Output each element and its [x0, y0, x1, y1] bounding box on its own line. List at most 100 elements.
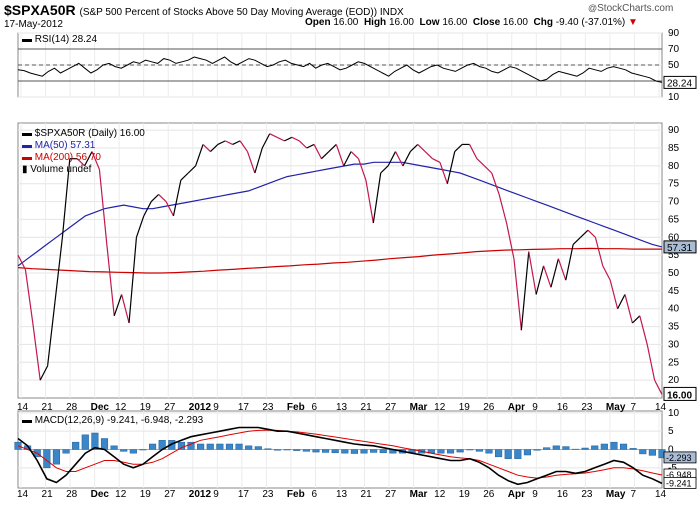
y-tick-label: 80 — [668, 161, 680, 172]
price-segment — [646, 344, 656, 381]
price-segment — [535, 265, 545, 295]
price-segment — [380, 165, 389, 174]
price-segment — [172, 180, 182, 216]
macd-histogram-bar — [591, 445, 599, 450]
x-tick-label: 21 — [42, 489, 54, 500]
x-tick-label: 14 — [17, 489, 29, 500]
chart-subtitle: (S&P 500 Percent of Stocks Above 50 Day … — [79, 7, 404, 18]
macd-histogram-bar — [562, 446, 570, 450]
price-segment — [594, 237, 604, 267]
price-segment — [328, 143, 337, 153]
macd-histogram-bar — [495, 449, 503, 458]
price-segment — [261, 133, 271, 149]
y-tick-label: 65 — [668, 214, 680, 225]
price-segment — [520, 251, 530, 331]
macd-histogram-bar — [379, 449, 387, 454]
x-tick-label: Feb — [287, 402, 305, 413]
ma50-last-value-box — [663, 240, 697, 254]
price-segment — [335, 144, 345, 167]
price-segment — [225, 140, 233, 145]
price-segment — [113, 294, 123, 317]
rsi-line — [17, 56, 663, 83]
stockcharts-logo[interactable]: @StockCharts.com — [588, 3, 674, 14]
price-segment — [269, 133, 278, 138]
macd-histogram-bar — [52, 449, 61, 465]
x-tick-label: 19 — [459, 489, 471, 500]
macd-histogram-bar — [81, 434, 89, 450]
price-segment — [357, 158, 367, 181]
price-segment — [47, 301, 56, 366]
price-segment — [187, 165, 197, 174]
price-segment — [321, 151, 330, 160]
price-segment — [180, 172, 189, 181]
x-tick-label: 23 — [581, 402, 593, 413]
macd-last-value-box — [663, 451, 697, 464]
x-tick-label: 23 — [262, 402, 274, 413]
price-segment — [61, 158, 71, 238]
macd-last-value: -2.293 — [666, 453, 692, 463]
y-tick-label: 55 — [668, 250, 680, 261]
x-tick-label: 26 — [483, 402, 495, 413]
x-tick-label: 12 — [115, 402, 127, 413]
macd-histogram-bar — [72, 441, 80, 450]
price-last-value: 16.00 — [667, 390, 692, 401]
macd-histogram-bar — [504, 449, 512, 459]
macd-histogram-bar — [110, 445, 118, 450]
low-value: 16.00 — [442, 17, 468, 28]
price-segment — [580, 229, 589, 238]
volume-legend: ▮ Volume undef — [22, 164, 92, 175]
macd-histogram-bar — [129, 449, 137, 454]
x-tick-label: 16 — [557, 489, 569, 500]
macd-last-value-box — [663, 476, 697, 489]
price-segment — [639, 315, 648, 345]
high-value: 16.00 — [388, 17, 414, 28]
y-tick-label: 50 — [668, 60, 680, 71]
y-tick-label: 0 — [668, 445, 674, 456]
price-segment — [365, 180, 374, 224]
price-segment — [239, 140, 248, 152]
macd-histogram-bar — [350, 449, 358, 454]
x-tick-label: 14 — [17, 402, 29, 413]
x-tick-label: 27 — [385, 402, 397, 413]
x-tick-label: 19 — [140, 402, 152, 413]
x-tick-label: 27 — [164, 402, 176, 413]
price-segment — [528, 251, 537, 295]
macd-histogram-bar — [600, 443, 608, 450]
price-segment — [291, 136, 300, 142]
x-tick-label: 6 — [311, 489, 317, 500]
rsi-legend: ▬ RSI(14) 28.24 — [22, 34, 97, 45]
x-tick-label: 26 — [483, 489, 495, 500]
macd-legend: ▬ MACD(12,26,9) -9.241, -6.948, -2.293 — [22, 415, 204, 426]
price-segment — [387, 151, 397, 167]
x-tick-label: May — [606, 489, 626, 500]
y-tick-label: 35 — [668, 322, 680, 333]
price-segment — [91, 151, 100, 170]
x-tick-label: 6 — [311, 402, 317, 413]
macd-histogram-bar — [216, 443, 224, 450]
price-segment — [587, 229, 596, 238]
y-tick-label: 50 — [668, 268, 680, 279]
x-tick-label: 13 — [336, 402, 348, 413]
x-tick-label: 2012 — [189, 402, 212, 413]
y-tick-label: -5 — [668, 463, 677, 474]
x-tick-label: 16 — [557, 402, 569, 413]
open-value: 16.00 — [333, 17, 359, 28]
y-tick-label: 90 — [668, 125, 680, 136]
price-segment — [298, 140, 308, 149]
price-segment — [469, 144, 478, 159]
price-segment — [306, 143, 315, 149]
close-value: 16.00 — [502, 17, 528, 28]
macd-histogram-bar — [523, 449, 531, 456]
y-tick-label: 10 — [668, 408, 680, 419]
price-segment — [454, 143, 463, 153]
macd-histogram-bar — [331, 449, 339, 454]
price-segment — [284, 136, 293, 142]
y-tick-label: 90 — [668, 28, 680, 39]
price-segment — [195, 144, 204, 167]
price-segment — [550, 258, 559, 288]
macd-histogram-bar — [619, 443, 628, 450]
rsi-last-value-box — [663, 75, 697, 89]
x-tick-label: 9 — [213, 489, 219, 500]
price-segment — [424, 151, 433, 160]
price-segment — [439, 162, 448, 184]
